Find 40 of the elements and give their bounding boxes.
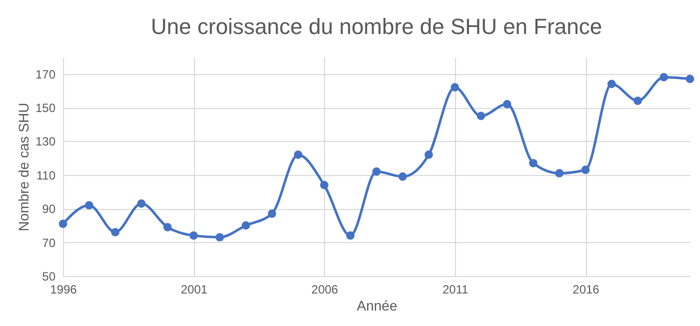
x-tick-label: 2006 <box>311 282 338 296</box>
point <box>268 209 276 218</box>
point <box>84 201 94 210</box>
point <box>398 172 407 181</box>
point <box>529 158 538 168</box>
point <box>372 167 381 176</box>
x-tick-label: 2016 <box>572 282 600 296</box>
y-tick-label: 70 <box>42 236 56 250</box>
y-tick-label: 170 <box>35 67 56 82</box>
point <box>686 74 694 84</box>
chart-title: Une croissance du nombre de SHU en France <box>150 14 602 39</box>
point <box>242 221 250 230</box>
point <box>502 100 512 108</box>
point <box>163 222 172 232</box>
x-tick-label: 1996 <box>50 282 78 296</box>
point <box>137 199 146 208</box>
point <box>476 112 486 120</box>
point <box>555 169 564 178</box>
point <box>320 180 328 190</box>
y-tick-label: 90 <box>42 202 56 216</box>
point <box>424 150 433 159</box>
point <box>189 231 198 240</box>
y-tick-label: 110 <box>36 168 56 182</box>
point <box>450 83 460 92</box>
x-tick-label: 2011 <box>442 282 469 296</box>
point <box>346 231 355 240</box>
y-axis-title: Nombre de cas SHU <box>15 102 32 232</box>
point <box>294 150 302 159</box>
y-tick-label: 150 <box>35 101 56 116</box>
y-tick-label: 50 <box>42 270 56 284</box>
point <box>634 96 642 105</box>
point <box>660 73 668 82</box>
point <box>607 80 616 88</box>
point <box>111 228 120 236</box>
point <box>216 233 224 242</box>
y-tick-label: 130 <box>35 134 56 149</box>
point <box>58 220 68 228</box>
x-tick-label: 2001 <box>180 282 208 296</box>
point <box>581 166 590 174</box>
x-axis-title: Année <box>356 298 398 314</box>
